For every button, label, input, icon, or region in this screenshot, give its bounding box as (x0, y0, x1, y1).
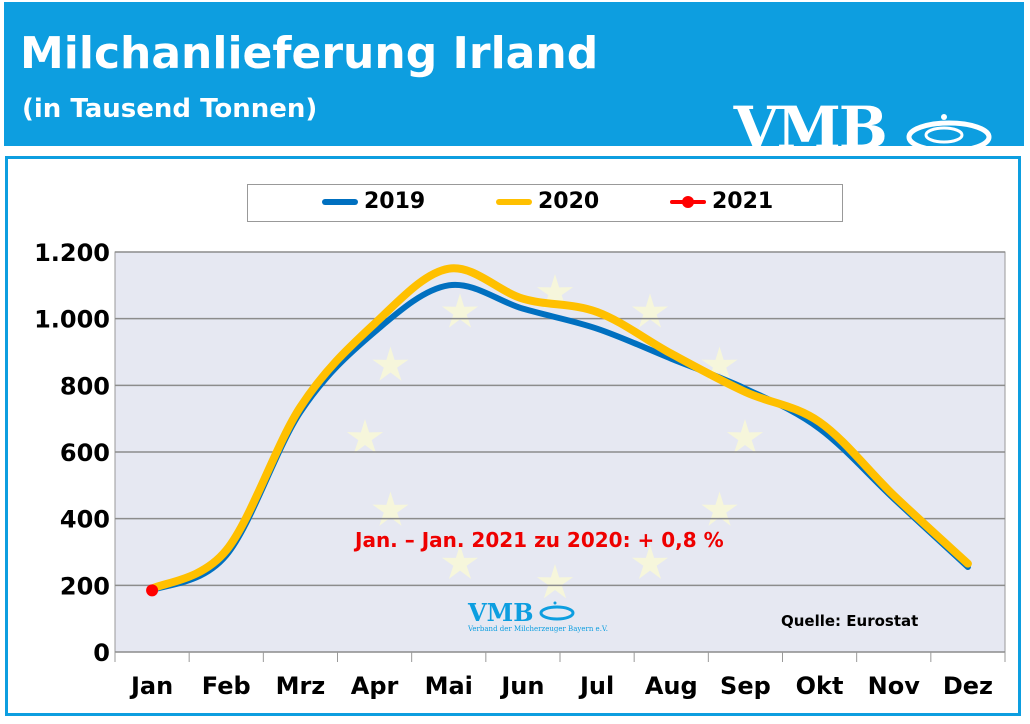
vmb-swirl-icon (906, 114, 992, 154)
chart-title: Milchanlieferung Irland (20, 28, 599, 79)
legend-item-2019: 2019 (322, 189, 425, 214)
eu-star-icon (726, 419, 764, 454)
eu-star-icon (346, 419, 384, 454)
vmb-logo: VMB (734, 94, 994, 162)
y-tick-label: 400 (60, 506, 110, 534)
x-tick-label: Dez (943, 672, 993, 700)
data-point-2021 (146, 584, 159, 597)
watermark-logo: VMB Verband der Milcherzeuger Bayern e.V… (468, 598, 608, 633)
legend: 2019 2020 2021 (247, 184, 843, 222)
eu-star-icon (701, 491, 738, 526)
annotation-change: Jan. – Jan. 2021 zu 2020: + 0,8 % (355, 528, 724, 552)
y-tick-label: 200 (60, 572, 110, 600)
x-tick-label: Jul (578, 672, 614, 700)
legend-item-2021: 2021 (670, 189, 773, 214)
y-tick-label: 600 (60, 439, 110, 467)
chart-subtitle: (in Tausend Tonnen) (22, 94, 318, 124)
x-tick-label: Jun (499, 672, 544, 700)
eu-star-icon (631, 293, 669, 328)
y-tick-label: 1.200 (34, 239, 110, 267)
header-banner: Milchanlieferung Irland (in Tausend Tonn… (4, 2, 1024, 162)
x-tick-label: Nov (868, 672, 921, 700)
x-tick-label: Aug (645, 672, 698, 700)
source-label: Quelle: Eurostat (781, 612, 919, 630)
x-tick-label: Jan (129, 672, 173, 700)
y-tick-label: 1.000 (34, 306, 110, 334)
eu-star-icon (631, 544, 669, 579)
x-tick-label: Mai (425, 672, 473, 700)
eu-star-icon (372, 346, 409, 381)
eu-star-icon (536, 564, 574, 599)
y-tick-label: 800 (60, 372, 110, 400)
watermark-swirl-icon (539, 601, 575, 621)
x-tick-label: Mrz (276, 672, 326, 700)
x-tick-label: Feb (202, 672, 251, 700)
eu-star-icon (441, 293, 479, 328)
legend-item-2020: 2020 (496, 189, 599, 214)
eu-star-icon (701, 346, 738, 381)
eu-star-icon (372, 491, 409, 526)
eu-star-icon (441, 544, 479, 579)
x-tick-label: Sep (720, 672, 771, 700)
x-tick-label: Apr (351, 672, 399, 700)
series-line-2020 (148, 264, 972, 593)
eu-star-icon (536, 274, 574, 309)
y-tick-label: 0 (93, 639, 110, 667)
x-tick-label: Okt (796, 672, 844, 700)
